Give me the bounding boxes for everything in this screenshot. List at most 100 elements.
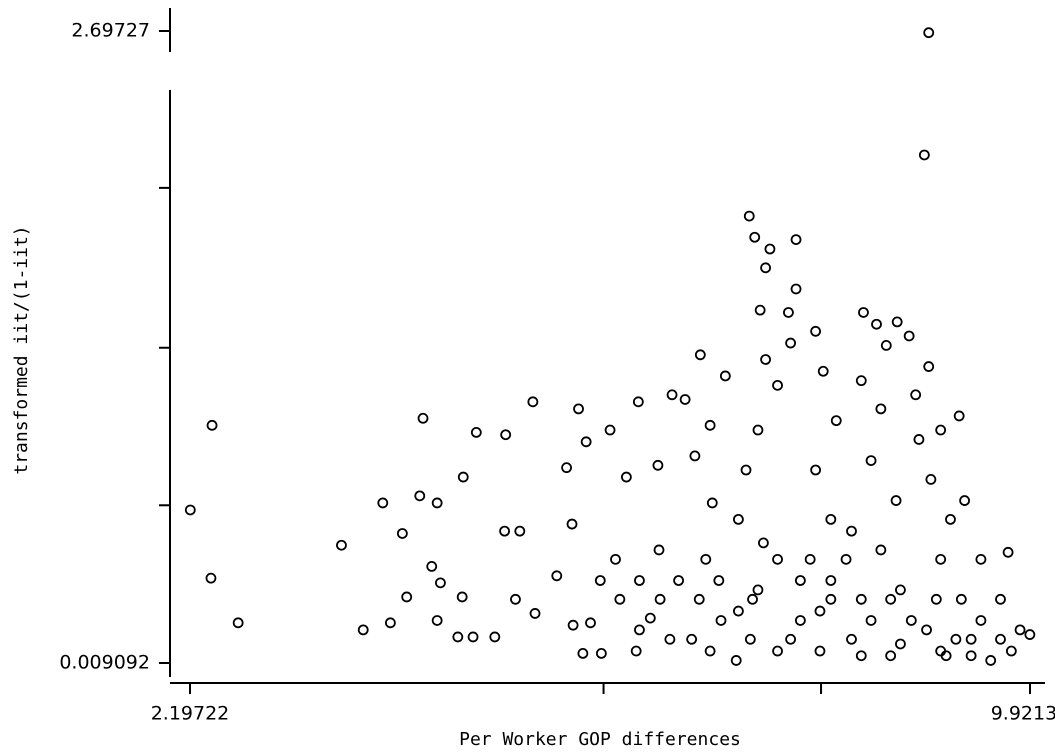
point — [664, 633, 676, 645]
point — [713, 575, 725, 586]
point — [885, 593, 897, 605]
point — [652, 459, 664, 471]
point — [704, 419, 716, 431]
point — [414, 490, 426, 502]
point — [959, 495, 971, 506]
point — [604, 424, 616, 436]
point — [810, 464, 822, 476]
point — [573, 403, 584, 415]
point — [855, 375, 867, 387]
point — [935, 424, 947, 436]
point — [431, 497, 443, 509]
point — [567, 619, 579, 631]
point — [561, 462, 572, 474]
point — [804, 553, 816, 565]
point — [747, 593, 758, 605]
point — [1002, 546, 1014, 558]
point — [673, 575, 684, 586]
point — [895, 638, 906, 650]
point — [855, 650, 867, 662]
point — [577, 647, 589, 659]
point — [794, 575, 806, 586]
point — [686, 633, 698, 645]
point — [232, 617, 244, 629]
point — [895, 584, 906, 596]
point — [758, 537, 769, 549]
point — [733, 605, 744, 617]
point — [814, 605, 826, 617]
point — [634, 624, 645, 636]
point — [921, 624, 932, 636]
point — [772, 553, 783, 565]
point — [865, 455, 877, 466]
point — [730, 655, 742, 666]
point — [871, 318, 882, 330]
point — [840, 553, 852, 565]
point — [855, 593, 867, 605]
point — [814, 645, 826, 657]
point — [965, 633, 977, 645]
point — [754, 304, 766, 316]
point — [499, 525, 510, 537]
point — [719, 370, 731, 382]
point — [825, 575, 837, 586]
point — [975, 615, 987, 626]
point — [772, 645, 783, 657]
point — [930, 593, 942, 605]
point — [743, 210, 755, 222]
point — [396, 528, 408, 539]
point — [744, 633, 756, 645]
point — [749, 231, 761, 243]
point — [794, 615, 806, 626]
point — [890, 495, 902, 506]
point — [955, 593, 967, 605]
point — [760, 262, 771, 274]
point — [689, 450, 701, 462]
point — [510, 593, 521, 605]
point — [880, 339, 892, 351]
point — [772, 379, 783, 391]
point — [580, 436, 592, 448]
point — [752, 424, 764, 436]
point — [875, 403, 887, 415]
point — [704, 645, 716, 657]
point — [1005, 645, 1017, 657]
point — [336, 539, 347, 551]
point — [184, 504, 196, 516]
point — [891, 316, 903, 328]
point — [846, 633, 857, 645]
point — [885, 650, 897, 662]
point — [679, 394, 691, 405]
point — [760, 354, 771, 365]
point — [825, 513, 837, 525]
point — [385, 617, 396, 629]
point — [783, 307, 794, 318]
point — [764, 243, 776, 255]
point — [785, 633, 797, 645]
point — [634, 575, 645, 586]
point — [377, 497, 389, 509]
point — [431, 615, 443, 626]
point — [206, 419, 218, 431]
point — [489, 631, 501, 643]
point — [995, 633, 1006, 645]
point — [903, 330, 915, 342]
point — [825, 593, 837, 605]
y-axis-title: transformed iit/(1-iit) — [11, 225, 32, 474]
point — [666, 389, 678, 401]
point — [470, 426, 482, 438]
point — [452, 631, 464, 643]
point — [529, 608, 541, 619]
point — [610, 553, 621, 565]
point — [630, 645, 642, 657]
point — [918, 149, 930, 161]
point — [594, 575, 606, 586]
point — [925, 474, 937, 485]
point — [205, 572, 217, 584]
point — [644, 612, 656, 624]
point — [817, 365, 829, 377]
point — [935, 645, 947, 657]
point — [614, 593, 626, 605]
point — [985, 655, 997, 666]
x-tick-label: 9.92138 — [991, 703, 1055, 725]
